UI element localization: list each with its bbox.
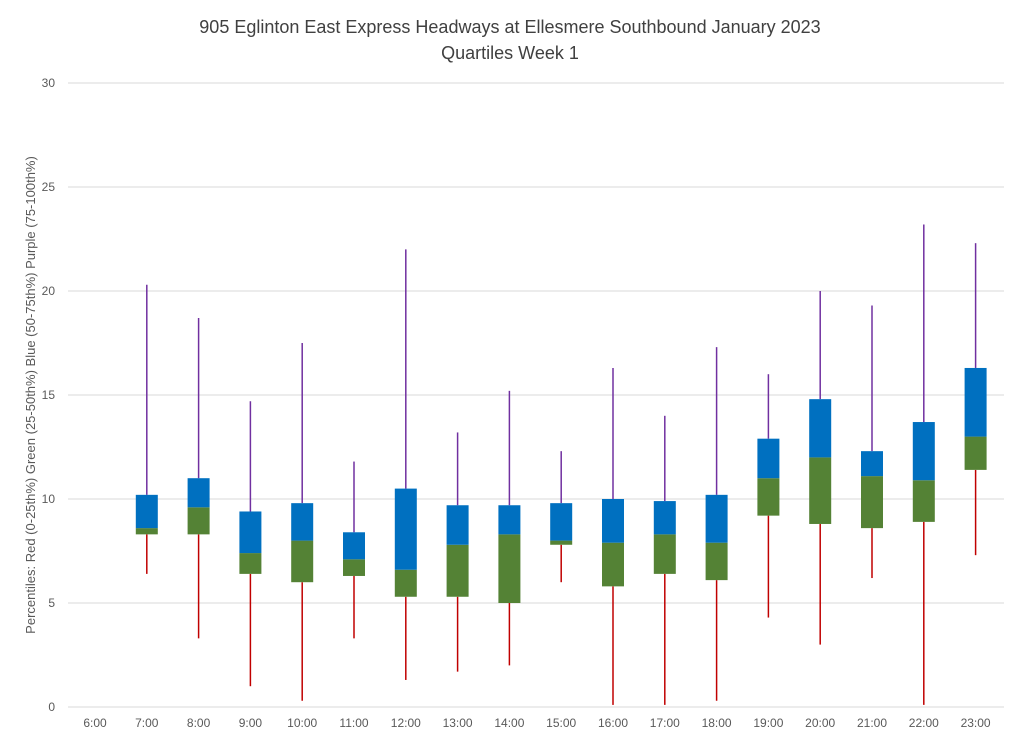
chart-title: 905 Eglinton East Express Headways at El… [199, 17, 820, 37]
chart-subtitle: Quartiles Week 1 [441, 43, 579, 63]
y-tick-labels: 0 5 10 15 20 25 30 [42, 76, 56, 714]
lower-box [239, 553, 262, 574]
y-tick-label: 20 [42, 284, 56, 298]
y-tick-label: 0 [48, 700, 55, 714]
gridlines [68, 82, 1004, 708]
lower-box [602, 542, 624, 587]
box-13:00 [446, 432, 469, 672]
x-tick-label: 17:00 [650, 716, 680, 730]
lower-box [705, 542, 728, 581]
x-tick-label: 19:00 [753, 716, 783, 730]
y-tick-label: 25 [42, 180, 56, 194]
upper-box [239, 511, 262, 554]
box-14:00 [498, 390, 521, 666]
x-tick-label: 23:00 [961, 716, 991, 730]
y-tick-label: 10 [42, 492, 56, 506]
x-tick-label: 9:00 [239, 716, 263, 730]
upper-box [602, 499, 624, 543]
upper-box [394, 488, 417, 570]
upper-box [757, 438, 780, 479]
x-tick-label: 15:00 [546, 716, 576, 730]
box-22:00 [912, 224, 935, 705]
x-tick-label: 16:00 [598, 716, 628, 730]
upper-box [705, 494, 728, 543]
x-tick-label: 6:00 [83, 716, 107, 730]
upper-box [809, 399, 832, 458]
lower-box [446, 544, 469, 597]
box-9:00 [239, 401, 262, 687]
upper-box [550, 503, 573, 541]
lower-box [135, 528, 158, 535]
lower-box [187, 507, 210, 535]
x-tick-label: 8:00 [187, 716, 211, 730]
lower-box [912, 480, 935, 522]
upper-box [291, 503, 314, 541]
upper-box [964, 367, 987, 437]
y-tick-label: 30 [42, 76, 56, 90]
lower-box [964, 436, 987, 470]
box-19:00 [757, 374, 780, 618]
box-15:00 [550, 451, 573, 583]
lower-box [809, 457, 832, 524]
upper-box [861, 451, 883, 477]
lower-box [757, 478, 780, 516]
x-tick-label: 12:00 [391, 716, 421, 730]
lower-box [394, 569, 417, 597]
x-tick-label: 13:00 [443, 716, 473, 730]
x-tick-label: 11:00 [339, 716, 368, 730]
box-23:00 [964, 243, 987, 556]
y-tick-label: 15 [42, 388, 56, 402]
box-11:00 [343, 461, 365, 639]
x-tick-label: 7:00 [135, 716, 159, 730]
upper-box [912, 422, 935, 481]
x-tick-label: 22:00 [909, 716, 939, 730]
x-tick-labels: 6:00 7:00 8:00 9:00 10:00 11:00 12:00 13:00 14:0… [83, 716, 991, 730]
lower-box [550, 540, 573, 545]
lower-box [498, 534, 521, 603]
box-8:00 [187, 318, 210, 639]
upper-box [653, 501, 676, 535]
upper-box [187, 478, 210, 508]
lower-box [861, 476, 883, 529]
upper-box [446, 505, 469, 545]
box-16:00 [602, 367, 624, 705]
lower-box [291, 540, 314, 583]
x-tick-label: 21:00 [857, 716, 887, 730]
lower-box [653, 534, 676, 574]
y-axis-title: Percentiles: Red (0-25th%) Green (25-50t… [23, 156, 38, 634]
upper-box [498, 505, 521, 535]
y-tick-label: 5 [48, 596, 55, 610]
box-21:00 [861, 305, 883, 579]
x-tick-label: 18:00 [702, 716, 732, 730]
box-7:00 [135, 284, 158, 574]
box-series [135, 224, 987, 705]
box-17:00 [653, 415, 676, 705]
upper-box [135, 494, 158, 529]
x-tick-label: 20:00 [805, 716, 835, 730]
box-18:00 [705, 347, 728, 701]
box-12:00 [394, 249, 417, 680]
upper-box [343, 532, 365, 560]
box-20:00 [809, 291, 832, 645]
lower-box [343, 559, 365, 576]
x-tick-label: 14:00 [494, 716, 524, 730]
box-10:00 [291, 343, 314, 701]
x-tick-label: 10:00 [287, 716, 317, 730]
